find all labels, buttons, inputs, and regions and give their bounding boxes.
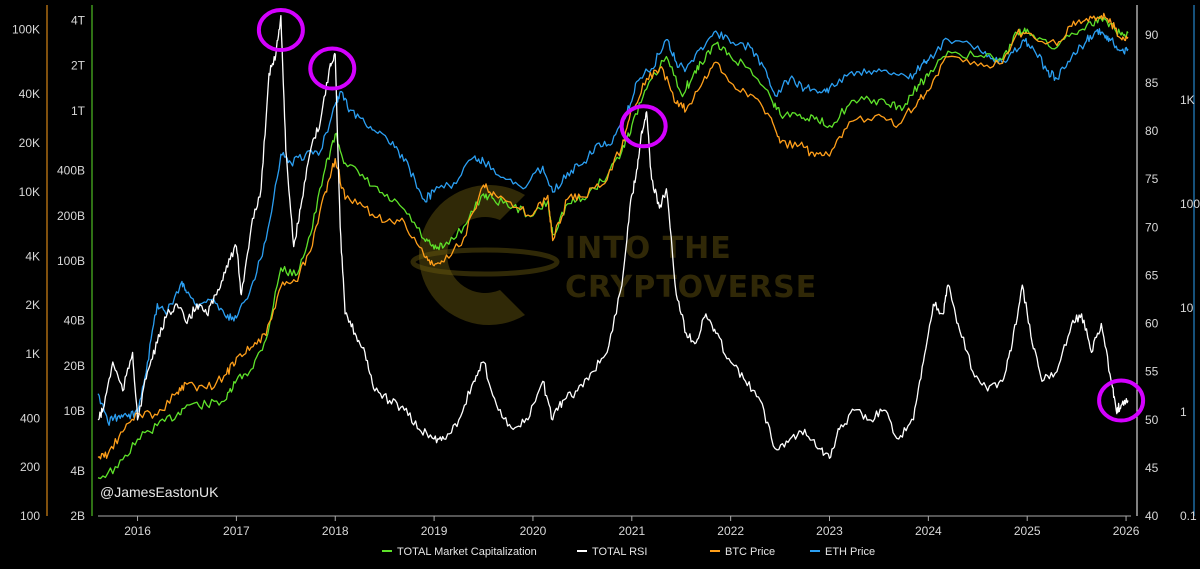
mcap-tick-label: 4T xyxy=(71,14,86,28)
watermark: INTO THE CRYPTOVERSE xyxy=(410,184,817,325)
x-tick-label: 2022 xyxy=(717,524,744,538)
legend-label: ETH Price xyxy=(825,546,875,558)
x-tick-label: 2021 xyxy=(618,524,645,538)
eth-tick-label: 100 xyxy=(1180,197,1200,211)
mcap-tick-label: 4B xyxy=(70,464,85,478)
series-line-eth-price xyxy=(97,28,1129,426)
mcap-tick-label: 200B xyxy=(57,209,85,223)
eth-tick-label: 10 xyxy=(1180,301,1194,315)
watermark-logo-orbit-icon xyxy=(410,247,560,277)
x-tick-label: 2026 xyxy=(1113,524,1140,538)
eth-axis-ticks: 1K 100 10 1 0.1 xyxy=(1180,93,1200,523)
mcap-tick-label: 10B xyxy=(64,404,85,418)
btc-tick-label: 200 xyxy=(20,460,40,474)
mcap-tick-label: 2B xyxy=(70,509,85,523)
rsi-tick-label: 45 xyxy=(1145,461,1159,475)
btc-axis-ticks: 100K 40K 20K 10K 4K 2K 1K 400 200 100 xyxy=(12,23,40,523)
btc-tick-label: 1K xyxy=(25,347,40,361)
x-tick-label: 2018 xyxy=(322,524,349,538)
mcap-tick-label: 40B xyxy=(64,314,85,328)
btc-tick-label: 10K xyxy=(19,185,40,199)
mcap-tick-label: 100B xyxy=(57,254,85,268)
btc-tick-label: 40K xyxy=(19,87,40,101)
rsi-tick-label: 70 xyxy=(1145,220,1159,234)
legend: TOTAL Market Capitalization TOTAL RSI BTC … xyxy=(382,546,875,558)
watermark-line1: INTO THE xyxy=(565,231,732,266)
mcap-tick-label: 400B xyxy=(57,164,85,178)
mcap-tick-label: 20B xyxy=(64,359,85,373)
x-tick-label: 2019 xyxy=(421,524,448,538)
watermark-logo-icon xyxy=(418,184,525,325)
rsi-tick-label: 60 xyxy=(1145,317,1159,331)
rsi-tick-label: 65 xyxy=(1145,268,1159,282)
rsi-tick-label: 85 xyxy=(1145,76,1159,90)
legend-label: BTC Price xyxy=(725,546,775,558)
rsi-tick-label: 75 xyxy=(1145,172,1159,186)
btc-tick-label: 20K xyxy=(19,136,40,150)
mcap-tick-label: 2T xyxy=(71,59,86,73)
legend-label: TOTAL RSI xyxy=(592,546,647,558)
rsi-axis-ticks: 90 85 80 75 70 65 60 55 50 45 40 xyxy=(1145,28,1159,523)
rsi-tick-label: 50 xyxy=(1145,413,1159,427)
btc-tick-label: 100K xyxy=(12,23,40,37)
btc-tick-label: 400 xyxy=(20,411,40,425)
eth-tick-label: 1 xyxy=(1180,405,1187,419)
btc-tick-label: 2K xyxy=(25,298,40,312)
highlight-circle xyxy=(256,8,305,53)
btc-tick-label: 100 xyxy=(20,509,40,523)
watermark-line2: CRYPTOVERSE xyxy=(565,270,817,305)
credit-label: @JamesEastonUK xyxy=(100,484,219,500)
series-layer xyxy=(97,12,1129,480)
series-line-total-market-capitalization xyxy=(97,15,1129,480)
x-tick-label: 2023 xyxy=(816,524,843,538)
x-axis-ticks: 2016 2017 2018 2019 2020 2021 2022 2023 2024 2025… xyxy=(124,516,1140,538)
x-tick-label: 2017 xyxy=(223,524,250,538)
x-tick-label: 2024 xyxy=(915,524,942,538)
btc-tick-label: 4K xyxy=(25,249,40,263)
x-tick-label: 2020 xyxy=(520,524,547,538)
series-line-btc-price xyxy=(97,12,1129,460)
series-line-total-rsi xyxy=(97,14,1129,459)
eth-tick-label: 0.1 xyxy=(1180,509,1197,523)
rsi-tick-label: 55 xyxy=(1145,365,1159,379)
highlight-circle xyxy=(308,46,357,91)
rsi-tick-label: 90 xyxy=(1145,28,1159,42)
highlight-layer xyxy=(256,8,1146,423)
mcap-axis-ticks: 4T 2T 1T 400B 200B 100B 40B 20B 10B 4B 2B xyxy=(57,14,86,523)
x-tick-label: 2025 xyxy=(1014,524,1041,538)
x-tick-label: 2016 xyxy=(124,524,151,538)
rsi-tick-label: 40 xyxy=(1145,509,1159,523)
eth-tick-label: 1K xyxy=(1180,93,1195,107)
highlight-circle xyxy=(619,104,668,149)
highlight-circle xyxy=(1097,378,1146,423)
mcap-tick-label: 1T xyxy=(71,104,86,118)
rsi-tick-label: 80 xyxy=(1145,124,1159,138)
legend-label: TOTAL Market Capitalization xyxy=(397,546,537,558)
